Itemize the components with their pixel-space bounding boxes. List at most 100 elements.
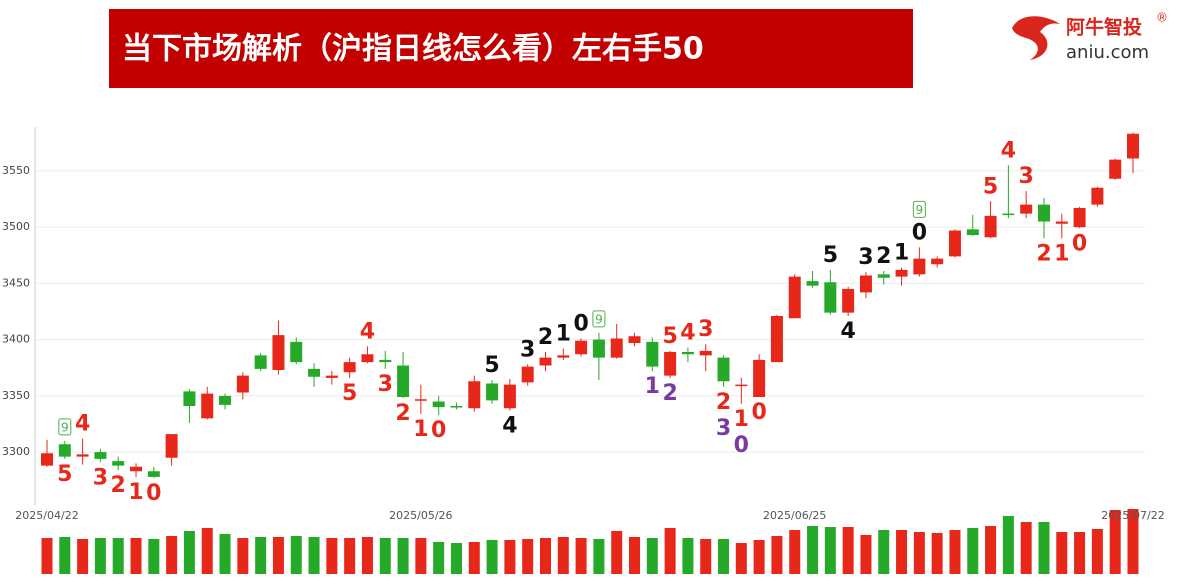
candle-body [681,352,694,355]
sequence-label: 1 [413,417,428,442]
sequence-label: 3 [93,465,108,490]
candle-body [41,453,53,466]
candle-body [130,466,143,472]
sequence-label: 0 [912,220,927,245]
x-tick-label: 2025/05/26 [389,509,452,522]
sequence-label: 5 [662,324,677,349]
candle-body [895,269,908,277]
volume-bar [718,539,730,574]
candle-body [325,375,338,378]
sequence-label: 1 [645,374,660,399]
volume-bar [878,530,890,574]
sequence-label: 4 [840,319,855,344]
nine-box [58,418,72,436]
sequence-label: 0 [734,433,749,458]
volume-bar [575,538,587,574]
x-tick-label: 2025/06/25 [763,509,826,522]
candle-body [76,454,89,457]
volume-bar [896,530,908,574]
sequence-label: 5 [983,174,998,199]
candle-body [272,335,285,370]
volume-bar [664,528,676,574]
candle-body [361,354,374,363]
nine-box [912,200,926,218]
candle-body [112,461,125,466]
candle-body [664,352,677,376]
volume-bar [1109,510,1121,574]
volume-bar [949,530,961,574]
volume-bar [468,542,480,574]
volume-bar [967,528,979,574]
sequence-label: 2 [662,381,677,406]
volume-bar [504,540,516,574]
sequence-label: 0 [431,418,446,443]
volume-bar [539,538,551,574]
volume-bar [397,538,409,574]
sequence-label: 4 [1001,138,1016,163]
sequence-label: 1 [556,322,571,347]
volume-bar [237,538,249,574]
candle-body [147,471,160,477]
volume-bar [753,540,765,574]
sequence-label: 2 [538,325,553,350]
sequence-label: 3 [1019,164,1034,189]
nine-label: 9 [595,312,603,326]
volume-bar [1127,509,1139,574]
volume-bar [415,538,427,574]
sequence-label: 2 [876,244,891,269]
candle-body [717,357,730,382]
volume-bar [789,530,801,574]
candle-body [450,406,463,408]
candle-body [948,230,961,257]
volume-bar [486,540,498,574]
candle-body [432,401,445,408]
volume-bar [361,537,373,574]
volume-bar [183,531,195,574]
sequence-label: 5 [57,462,72,487]
volume-bar [379,538,391,574]
candle-body [575,340,588,355]
sequence-label: 1 [894,241,909,266]
candle-body [201,393,214,419]
chart-title: 当下市场解析（沪指日线怎么看）左右手50 [122,32,704,67]
candle-body [931,258,944,265]
candle-body [842,289,855,313]
candle-body [1055,221,1068,224]
y-tick-label: 3550 [2,164,30,177]
volume-bar [1002,516,1014,574]
candle-body [1127,133,1139,159]
volume-bar [308,537,320,574]
candle-body [539,357,552,366]
y-tick-label: 3300 [2,445,30,458]
volume-bar [985,526,997,574]
volume-bar [1038,522,1050,574]
candle-body [984,215,997,238]
sequence-label: 5 [823,243,838,268]
candle-body [877,274,890,278]
nine-box [592,310,606,328]
sequence-label: 0 [1072,231,1087,256]
volume-bar [344,538,356,574]
volume-bar [130,538,142,574]
volume-bar [255,537,267,574]
candle-body [1091,187,1104,205]
sequence-label: 4 [360,319,375,344]
volume-bar [1074,532,1086,574]
y-tick-label: 3350 [2,389,30,402]
candle-body [1002,213,1015,216]
volume-bar [842,527,854,574]
candle-body [58,444,71,457]
volume-bar [112,538,124,574]
candle-body [486,383,499,401]
candle-body [824,282,837,313]
candle-body [628,336,641,343]
volume-bar [611,531,623,574]
candle-body [183,391,196,406]
volume-bar [629,537,641,574]
volume-bar [166,536,178,574]
y-tick-label: 3450 [2,276,30,289]
volume-bar [290,536,302,574]
sequence-label: 4 [680,321,695,346]
candle-body [770,316,783,363]
